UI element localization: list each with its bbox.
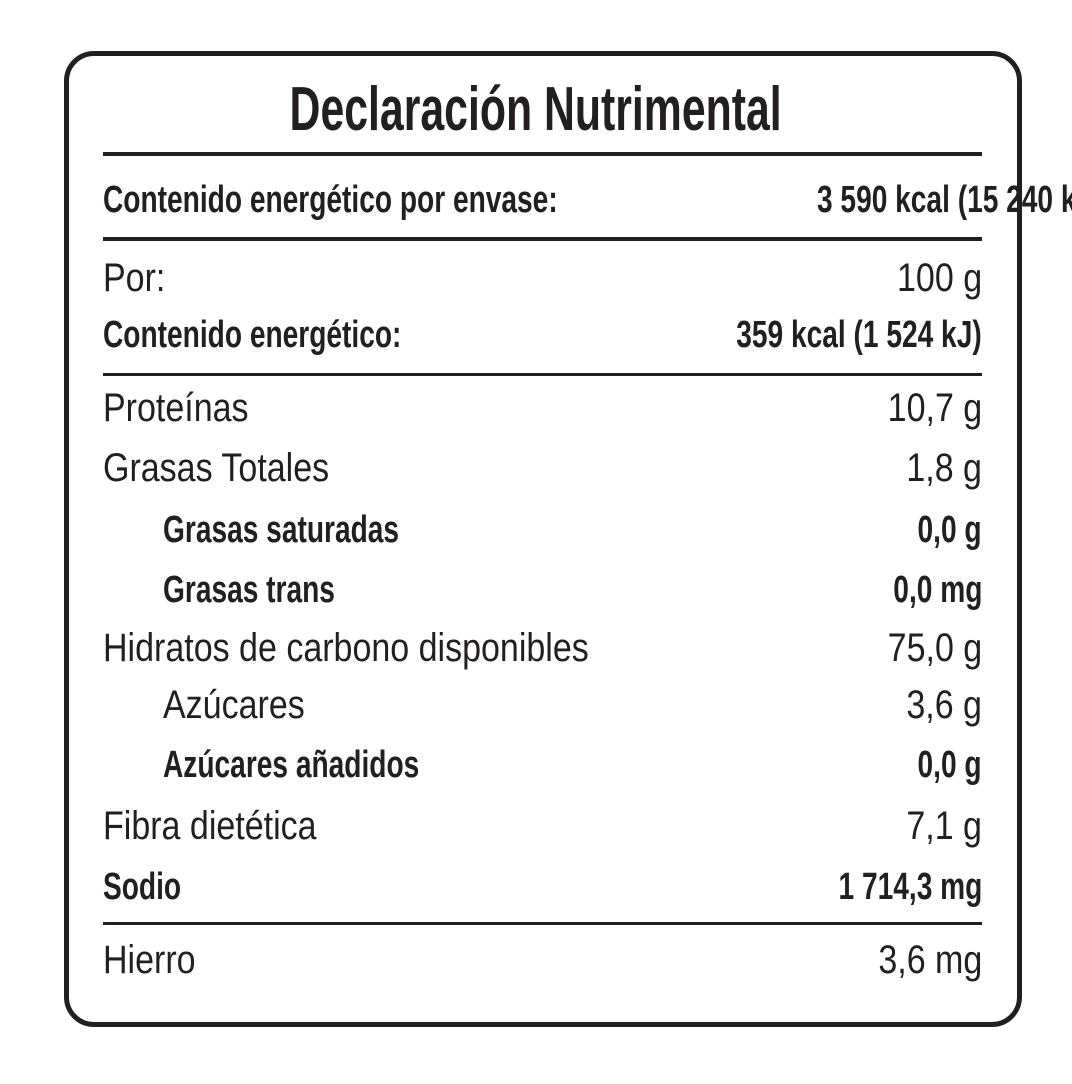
row: Por: 100 g: [103, 253, 982, 303]
label: Contenido energético:: [103, 313, 402, 356]
label: Contenido energético por envase:: [103, 178, 558, 221]
row: Hidratos de carbono disponibles 75,0 g: [103, 623, 982, 673]
row: Sodio 1 714,3 mg: [103, 862, 982, 912]
value: 10,7 g: [887, 385, 982, 430]
label: Azúcares: [163, 682, 305, 727]
row: Hierro 3,6 mg: [103, 935, 982, 985]
value: 3,6 mg: [878, 937, 982, 982]
label: Hierro: [103, 937, 196, 982]
rule: [103, 373, 982, 376]
value: 0,0 mg: [892, 568, 982, 611]
title: Declaración Nutrimental: [0, 72, 1072, 148]
label-frame: [64, 51, 1022, 1027]
value: 3,6 g: [906, 682, 982, 727]
label: Grasas saturadas: [163, 508, 400, 551]
value: 1,8 g: [906, 445, 982, 490]
label: Azúcares añadidos: [163, 743, 420, 786]
row: Proteínas 10,7 g: [103, 383, 982, 433]
row: Fibra dietética 7,1 g: [103, 801, 982, 851]
row: Contenido energético: 359 kcal (1 524 kJ): [103, 310, 982, 360]
rule: [103, 237, 982, 241]
rule: [103, 922, 982, 925]
rule: [103, 152, 982, 156]
label: Proteínas: [103, 385, 249, 430]
value: 0,0 g: [917, 508, 982, 551]
row: Azúcares 3,6 g: [163, 680, 982, 730]
title-text: Declaración Nutrimental: [289, 75, 783, 144]
value: 100 g: [896, 255, 982, 300]
row: Azúcares añadidos 0,0 g: [163, 740, 982, 790]
value: 3 590 kcal (15 240 kJ): [817, 178, 1072, 221]
label: Hidratos de carbono disponibles: [103, 625, 589, 670]
label: Por:: [103, 255, 166, 300]
row: Grasas Totales 1,8 g: [103, 443, 982, 493]
row: Grasas trans 0,0 mg: [163, 565, 982, 615]
value: 7,1 g: [906, 803, 982, 848]
value: 0,0 g: [917, 743, 982, 786]
label: Sodio: [103, 865, 182, 908]
row: Grasas saturadas 0,0 g: [163, 505, 982, 555]
value: 1 714,3 mg: [838, 865, 982, 908]
value: 359 kcal (1 524 kJ): [736, 313, 982, 356]
row: Contenido energético por envase: 3 590 kc…: [103, 175, 1072, 225]
label: Grasas Totales: [103, 445, 330, 490]
value: 75,0 g: [887, 625, 982, 670]
label: Grasas trans: [163, 568, 335, 611]
label: Fibra dietética: [103, 803, 317, 848]
